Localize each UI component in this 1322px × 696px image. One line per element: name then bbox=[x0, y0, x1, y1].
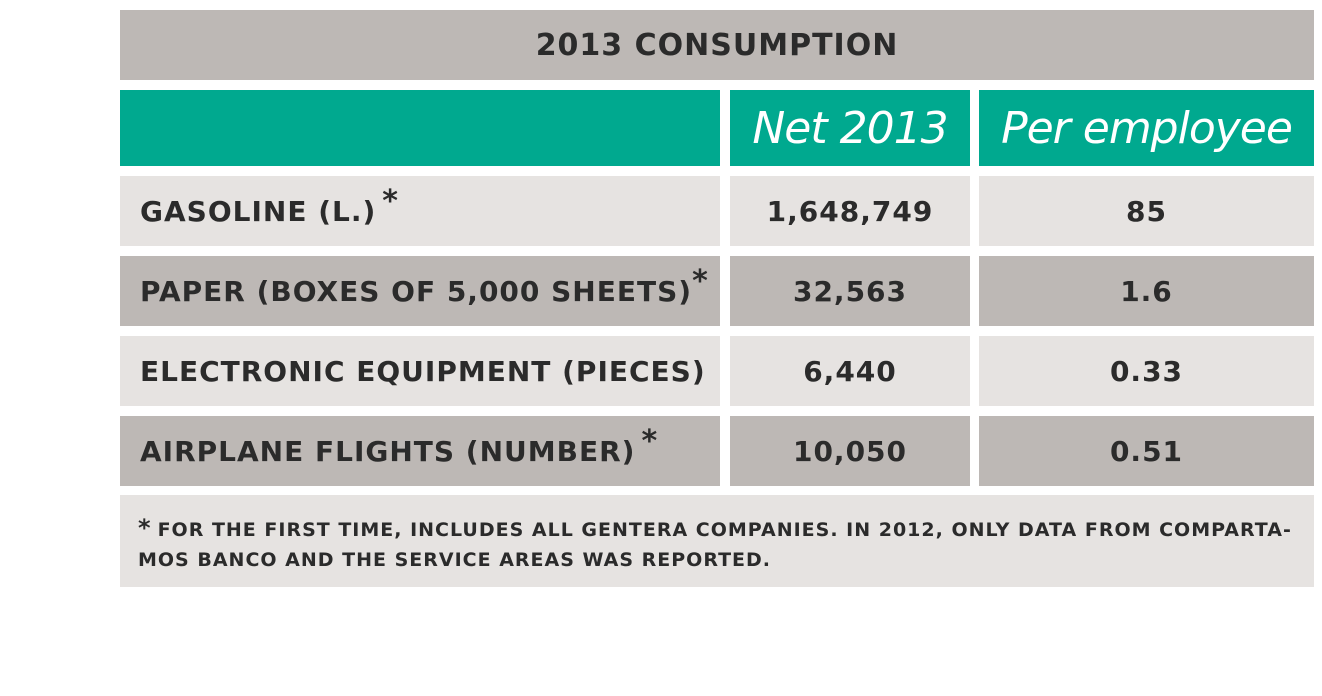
per-employee-value: 0.51 bbox=[979, 416, 1314, 486]
per-employee-value: 85 bbox=[979, 176, 1314, 246]
table-row-label: GASOLINE (L.) * bbox=[120, 176, 720, 246]
per-employee-value: 0.33 bbox=[979, 336, 1314, 406]
table-row-label: PAPER (BOXES OF 5,000 SHEETS) * bbox=[120, 256, 720, 326]
net-value: 1,648,749 bbox=[730, 176, 970, 246]
per-employee-value: 1.6 bbox=[979, 256, 1314, 326]
row-label-text: PAPER (BOXES OF 5,000 SHEETS) bbox=[140, 274, 693, 308]
asterisk-marker: * bbox=[382, 183, 399, 219]
footnote-text: FOR THE FIRST TIME, INCLUDES ALL GENTERA… bbox=[138, 519, 1292, 571]
net-value: 10,050 bbox=[730, 416, 970, 486]
header-net-2013: Net 2013 bbox=[730, 90, 970, 166]
net-value: 6,440 bbox=[730, 336, 970, 406]
footnote: * FOR THE FIRST TIME, INCLUDES ALL GENTER… bbox=[120, 495, 1314, 587]
asterisk-marker: * bbox=[641, 423, 659, 459]
table-row-label: AIRPLANE FLIGHTS (NUMBER) * bbox=[120, 416, 720, 486]
row-label-text: GASOLINE (L.) bbox=[140, 194, 377, 228]
table-row-label: ELECTRONIC EQUIPMENT (PIECES) bbox=[120, 336, 720, 406]
net-value: 32,563 bbox=[730, 256, 970, 326]
header-per-employee: Per employee bbox=[979, 90, 1314, 166]
asterisk-marker: * bbox=[692, 263, 709, 299]
table-title: 2013 CONSUMPTION bbox=[120, 10, 1314, 80]
row-label-text: ELECTRONIC EQUIPMENT (PIECES) bbox=[140, 354, 706, 388]
header-blank-cell bbox=[120, 90, 720, 166]
row-label-text: AIRPLANE FLIGHTS (NUMBER) bbox=[140, 434, 636, 468]
footnote-asterisk: * bbox=[138, 514, 152, 542]
